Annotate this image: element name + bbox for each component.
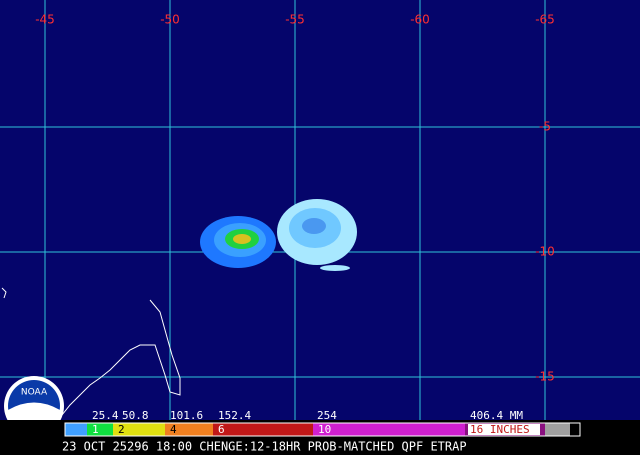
- coastline: [1, 287, 7, 299]
- latitude-label: -15: [535, 370, 555, 384]
- longitude-label: -60: [410, 13, 430, 27]
- precip-east: [277, 199, 357, 271]
- coastline: [61, 299, 181, 416]
- inch-label: 2: [118, 423, 125, 436]
- longitude-label: -50: [160, 13, 180, 27]
- logo-text: NOAA: [21, 388, 48, 398]
- inch-label: 6: [218, 423, 225, 436]
- mm-label: 25.4: [92, 409, 119, 422]
- mm-label: 152.4: [218, 409, 251, 422]
- mm-label: 254: [317, 409, 337, 422]
- latitude-label: -5: [539, 120, 551, 134]
- precip-west: [200, 216, 276, 268]
- mm-label: 50.8: [122, 409, 149, 422]
- footer-caption: 23 OCT 25296 18:00 CHENGE:12-18HR PROB-M…: [62, 440, 467, 454]
- mm-label: 101.6: [170, 409, 203, 422]
- inch-label: 16 INCHES: [470, 423, 530, 436]
- longitude-label: -65: [535, 13, 555, 27]
- inch-label: 10: [318, 423, 331, 436]
- latitude-label: -10: [535, 245, 555, 259]
- mm-label: 406.4 MM: [470, 409, 523, 422]
- inch-label-bg: [468, 424, 540, 435]
- inch-label: 4: [170, 423, 177, 436]
- longitude-label: -45: [35, 13, 55, 27]
- inch-label: 1: [92, 423, 99, 436]
- longitude-label: -55: [285, 13, 305, 27]
